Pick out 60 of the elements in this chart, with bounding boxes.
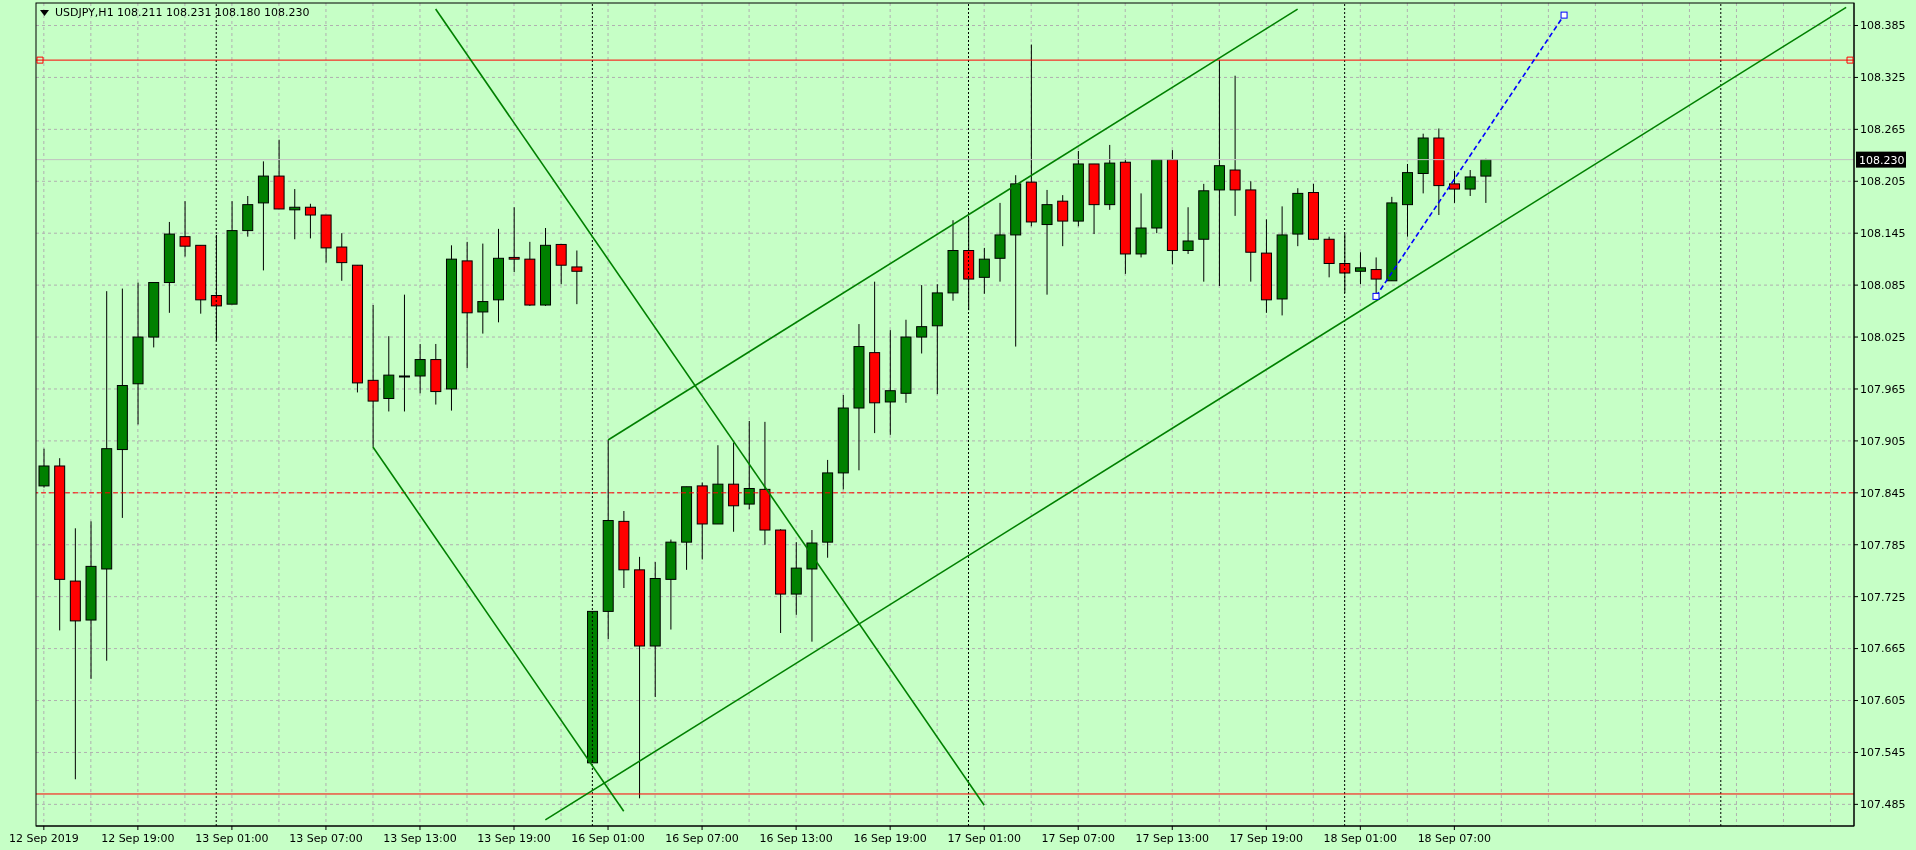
y-tick-label: 108.265 (1860, 123, 1906, 137)
candlestick (508, 206, 520, 273)
candlestick (367, 304, 379, 448)
x-tick-label: 17 Sep 19:00 (1229, 832, 1303, 845)
candlestick (1057, 194, 1069, 247)
x-tick-label: 18 Sep 01:00 (1323, 832, 1398, 845)
y-tick-label: 108.025 (1860, 330, 1906, 344)
x-tick-label: 13 Sep 13:00 (383, 832, 457, 845)
y-tick-label: 107.845 (1860, 486, 1906, 500)
candlestick (1041, 189, 1053, 296)
y-tick-label: 108.145 (1860, 227, 1906, 241)
y-tick-label: 108.205 (1860, 175, 1906, 189)
ref-line-label: 108.230 (1859, 153, 1905, 167)
candlestick (916, 284, 928, 354)
y-tick-label: 107.665 (1860, 642, 1906, 656)
x-tick-label: 17 Sep 01:00 (947, 832, 1021, 845)
candlestick (884, 329, 896, 436)
x-tick-label: 16 Sep 13:00 (759, 832, 833, 845)
candlestick (1354, 251, 1366, 285)
candlestick (1464, 169, 1476, 197)
candlestick (978, 247, 990, 295)
x-tick-label: 12 Sep 2019 (8, 832, 79, 845)
y-tick-label: 107.785 (1860, 538, 1906, 552)
candlestick (1213, 59, 1225, 287)
x-tick-label: 13 Sep 07:00 (289, 832, 363, 845)
y-tick-label: 107.905 (1860, 434, 1906, 448)
x-tick-label: 17 Sep 07:00 (1041, 832, 1115, 845)
y-tick-label: 108.325 (1860, 71, 1906, 85)
candlestick (1449, 170, 1461, 204)
x-tick-label: 16 Sep 07:00 (665, 832, 739, 845)
candlestick (994, 202, 1006, 283)
x-tick-label: 13 Sep 19:00 (477, 832, 551, 845)
y-tick-label: 107.485 (1860, 798, 1906, 812)
candlestick (571, 250, 583, 305)
candlestick (1229, 75, 1241, 217)
y-tick-label: 108.085 (1860, 279, 1906, 293)
x-tick-label: 16 Sep 01:00 (571, 832, 645, 845)
candlestick (414, 343, 426, 394)
candlestick (555, 243, 567, 285)
y-tick-label: 107.605 (1860, 694, 1906, 708)
candlestick (383, 335, 395, 412)
candlestick (38, 448, 50, 489)
y-tick-label: 108.385 (1860, 19, 1906, 33)
candlestick (398, 294, 410, 412)
y-tick-label: 107.725 (1860, 590, 1906, 604)
candlestick (477, 243, 489, 335)
y-tick-label: 107.965 (1860, 382, 1906, 396)
candlestick (179, 200, 191, 258)
candlestick (336, 232, 348, 282)
candlestick (743, 420, 755, 510)
candlestick (304, 203, 316, 239)
x-tick-label: 13 Sep 01:00 (195, 832, 269, 845)
x-tick-label: 16 Sep 19:00 (853, 832, 927, 845)
x-tick-label: 12 Sep 19:00 (101, 832, 175, 845)
candlestick (1480, 158, 1492, 204)
x-tick-label: 17 Sep 13:00 (1135, 832, 1209, 845)
chart-title: USDJPY,H1 108.211 108.231 108.180 108.230 (55, 6, 310, 19)
candlestick (1182, 206, 1194, 255)
y-tick-label: 107.545 (1860, 746, 1906, 760)
x-tick-label: 18 Sep 07:00 (1417, 832, 1492, 845)
